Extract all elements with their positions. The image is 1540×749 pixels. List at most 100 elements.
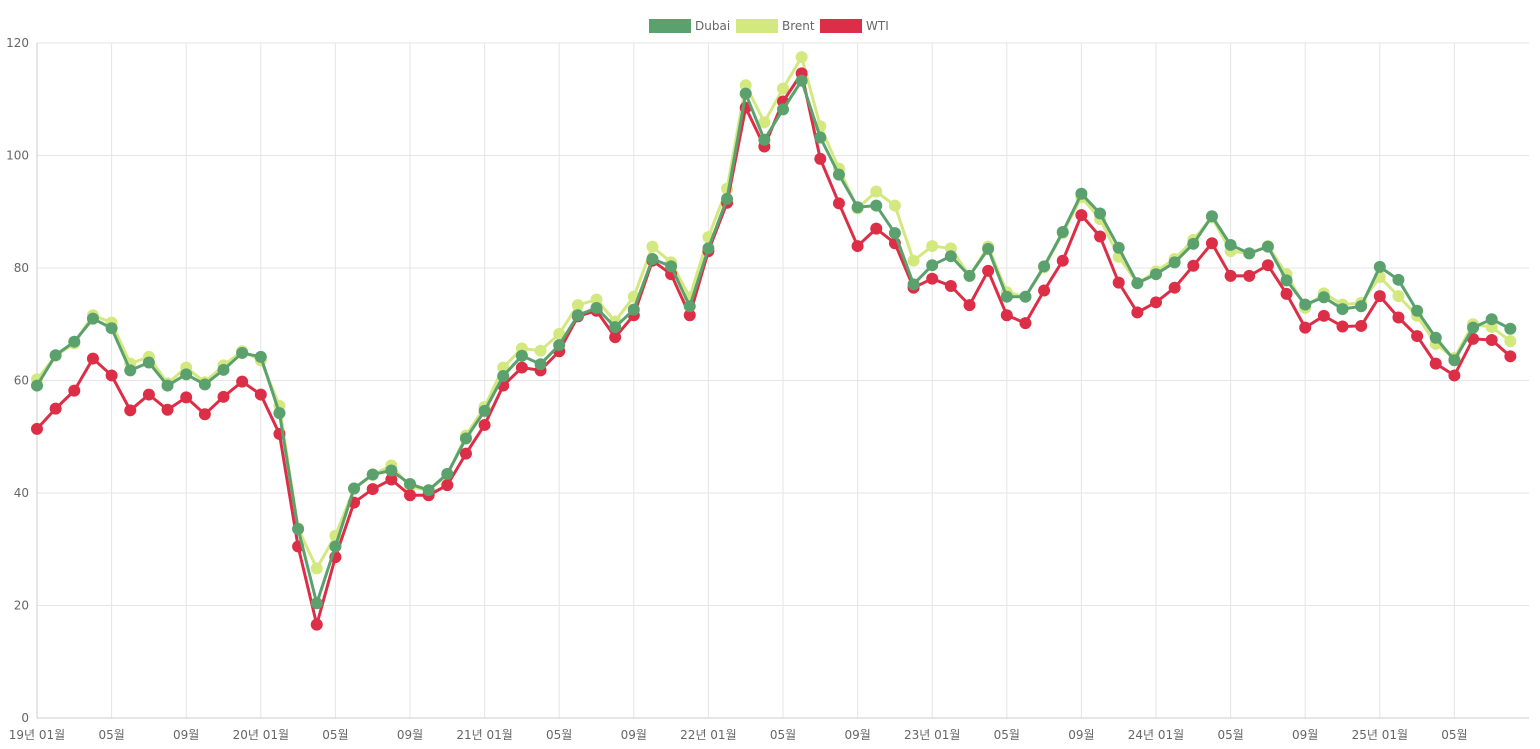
data-point-wti[interactable] bbox=[198, 408, 211, 421]
data-point-dubai[interactable] bbox=[627, 303, 640, 316]
data-point-dubai[interactable] bbox=[758, 133, 771, 146]
data-point-wti[interactable] bbox=[982, 264, 995, 277]
data-point-dubai[interactable] bbox=[273, 407, 286, 420]
data-point-wti[interactable] bbox=[832, 197, 845, 210]
data-point-dubai[interactable] bbox=[944, 250, 957, 263]
data-point-dubai[interactable] bbox=[366, 468, 379, 481]
data-point-wti[interactable] bbox=[1000, 309, 1013, 322]
data-point-dubai[interactable] bbox=[739, 87, 752, 100]
data-point-wti[interactable] bbox=[236, 375, 249, 388]
data-point-dubai[interactable] bbox=[329, 540, 342, 553]
data-point-wti[interactable] bbox=[31, 422, 43, 435]
data-point-wti[interactable] bbox=[1094, 230, 1107, 243]
data-point-wti[interactable] bbox=[1261, 259, 1274, 272]
data-point-wti[interactable] bbox=[105, 369, 118, 382]
data-point-dubai[interactable] bbox=[851, 201, 864, 214]
data-point-dubai[interactable] bbox=[441, 467, 454, 480]
data-point-dubai[interactable] bbox=[1038, 260, 1051, 273]
data-point-wti[interactable] bbox=[404, 489, 416, 502]
data-point-wti[interactable] bbox=[1429, 357, 1442, 370]
data-point-brent[interactable] bbox=[888, 199, 901, 212]
data-point-dubai[interactable] bbox=[105, 322, 118, 335]
data-point-brent[interactable] bbox=[926, 240, 939, 253]
data-point-dubai[interactable] bbox=[1131, 277, 1144, 290]
data-point-dubai[interactable] bbox=[86, 312, 99, 325]
data-point-dubai[interactable] bbox=[497, 370, 510, 382]
data-point-dubai[interactable] bbox=[1429, 331, 1442, 344]
data-point-brent[interactable] bbox=[907, 254, 920, 267]
data-point-wti[interactable] bbox=[814, 152, 827, 165]
data-point-dubai[interactable] bbox=[777, 103, 789, 116]
data-point-dubai[interactable] bbox=[888, 227, 901, 240]
data-point-wti[interactable] bbox=[1485, 334, 1498, 346]
data-point-brent[interactable] bbox=[1504, 335, 1517, 348]
data-point-wti[interactable] bbox=[515, 361, 528, 374]
data-point-wti[interactable] bbox=[142, 388, 155, 401]
data-point-wti[interactable] bbox=[180, 391, 193, 404]
data-point-wti[interactable] bbox=[254, 388, 267, 401]
data-point-dubai[interactable] bbox=[590, 301, 603, 314]
data-point-wti[interactable] bbox=[1392, 311, 1405, 324]
data-point-dubai[interactable] bbox=[1243, 247, 1256, 260]
data-point-dubai[interactable] bbox=[571, 309, 584, 322]
data-point-dubai[interactable] bbox=[254, 350, 267, 363]
data-point-dubai[interactable] bbox=[1355, 300, 1368, 313]
data-point-brent[interactable] bbox=[739, 79, 752, 92]
data-point-dubai[interactable] bbox=[1373, 260, 1386, 273]
data-point-wti[interactable] bbox=[1112, 276, 1125, 289]
data-point-wti[interactable] bbox=[217, 390, 230, 403]
data-point-dubai[interactable] bbox=[478, 404, 491, 417]
data-point-dubai[interactable] bbox=[348, 482, 361, 495]
data-point-dubai[interactable] bbox=[292, 523, 305, 535]
data-point-wti[interactable] bbox=[944, 280, 957, 292]
data-point-wti[interactable] bbox=[1075, 209, 1088, 222]
data-point-wti[interactable] bbox=[1317, 309, 1330, 322]
data-point-wti[interactable] bbox=[1205, 237, 1218, 250]
data-point-dubai[interactable] bbox=[1411, 304, 1424, 317]
data-point-dubai[interactable] bbox=[534, 358, 547, 371]
data-point-brent[interactable] bbox=[795, 51, 808, 64]
data-point-dubai[interactable] bbox=[1485, 313, 1498, 326]
data-point-brent[interactable] bbox=[590, 293, 603, 306]
data-point-wti[interactable] bbox=[609, 331, 622, 344]
data-point-wti[interactable] bbox=[478, 418, 491, 431]
data-point-dubai[interactable] bbox=[609, 321, 622, 334]
data-point-wti[interactable] bbox=[1448, 369, 1461, 382]
data-point-wti[interactable] bbox=[49, 402, 62, 415]
data-point-dubai[interactable] bbox=[236, 346, 249, 359]
data-point-wti[interactable] bbox=[1411, 330, 1424, 343]
data-point-dubai[interactable] bbox=[68, 335, 81, 348]
data-point-wti[interactable] bbox=[851, 240, 864, 253]
data-point-dubai[interactable] bbox=[1504, 322, 1517, 335]
data-point-dubai[interactable] bbox=[422, 484, 435, 497]
data-point-dubai[interactable] bbox=[1224, 238, 1237, 251]
data-point-brent[interactable] bbox=[777, 82, 789, 95]
data-point-dubai[interactable] bbox=[814, 131, 827, 144]
data-point-dubai[interactable] bbox=[310, 597, 323, 610]
data-point-dubai[interactable] bbox=[1075, 187, 1088, 200]
data-point-dubai[interactable] bbox=[198, 378, 211, 391]
data-point-dubai[interactable] bbox=[832, 168, 845, 181]
data-point-dubai[interactable] bbox=[1448, 354, 1461, 367]
data-point-wti[interactable] bbox=[366, 483, 379, 496]
legend-item-dubai[interactable]: Dubai bbox=[649, 19, 730, 33]
data-point-wti[interactable] bbox=[86, 352, 99, 365]
data-point-brent[interactable] bbox=[534, 344, 547, 357]
data-point-dubai[interactable] bbox=[1056, 226, 1069, 238]
data-point-brent[interactable] bbox=[758, 116, 771, 129]
legend-item-wti[interactable]: WTI bbox=[820, 19, 889, 33]
data-point-wti[interactable] bbox=[385, 473, 398, 486]
data-point-dubai[interactable] bbox=[1094, 207, 1107, 220]
data-point-dubai[interactable] bbox=[161, 379, 174, 392]
data-point-dubai[interactable] bbox=[1000, 290, 1013, 303]
data-point-brent[interactable] bbox=[310, 562, 323, 575]
data-point-dubai[interactable] bbox=[180, 368, 193, 381]
data-point-wti[interactable] bbox=[1019, 317, 1032, 330]
data-point-brent[interactable] bbox=[571, 299, 584, 312]
data-point-dubai[interactable] bbox=[907, 278, 920, 291]
data-point-dubai[interactable] bbox=[515, 349, 528, 362]
data-point-dubai[interactable] bbox=[646, 253, 659, 265]
data-point-dubai[interactable] bbox=[795, 74, 808, 87]
data-point-dubai[interactable] bbox=[1205, 210, 1218, 223]
data-point-dubai[interactable] bbox=[553, 339, 566, 352]
